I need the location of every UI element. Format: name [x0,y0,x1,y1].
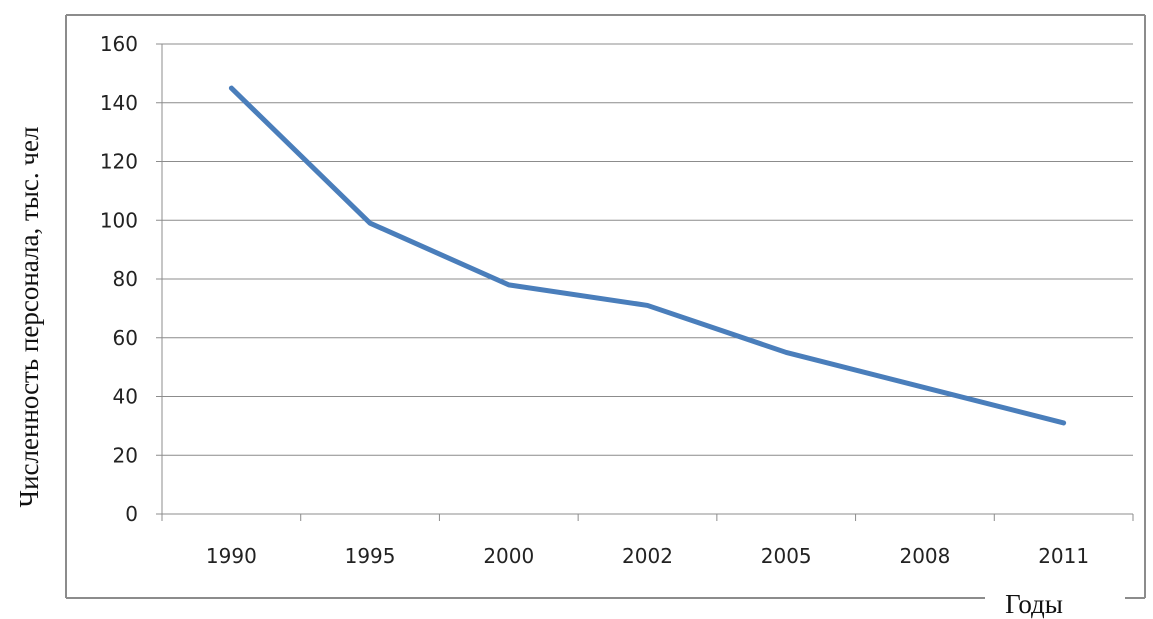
x-tick-label: 2011 [1038,544,1089,568]
x-axis-title: Годы [1005,589,1063,619]
gridlines [162,43,1133,456]
x-tick-labels: 1990 1995 2000 2002 2005 2008 2011 [206,544,1089,568]
y-tick-label: 140 [100,91,138,115]
y-axis-title: Численность персонала, тыс. чел [14,127,44,508]
y-tick-label: 80 [113,267,138,291]
x-tick-label: 2000 [483,544,534,568]
x-tick-label: 1990 [206,544,257,568]
y-tick-label: 40 [113,385,138,409]
xlabel-background [985,594,1125,619]
x-tick-label: 2002 [622,544,673,568]
y-tick-labels: 0 20 40 60 80 100 120 140 160 [100,32,138,526]
x-tick-label: 2005 [761,544,812,568]
y-tick-label: 60 [113,326,138,350]
y-tick-label: 100 [100,208,138,232]
axes [156,43,1134,521]
y-tick-label: 160 [100,32,138,56]
y-tick-label: 120 [100,150,138,174]
y-tick-label: 20 [113,443,138,467]
y-tick-label: 0 [125,502,138,526]
x-tick-label: 2008 [899,544,950,568]
series-lines [228,85,1067,426]
series-line [228,85,1067,426]
x-tick-label: 1995 [345,544,396,568]
